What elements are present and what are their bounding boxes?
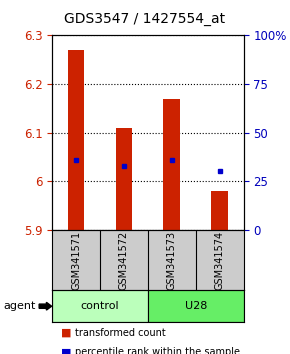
Text: GDS3547 / 1427554_at: GDS3547 / 1427554_at [64, 12, 226, 27]
Text: ■: ■ [61, 347, 71, 354]
Bar [148, 290, 244, 322]
Text: agent: agent [3, 301, 35, 311]
Text: percentile rank within the sample: percentile rank within the sample [75, 347, 240, 354]
Text: U28: U28 [184, 301, 207, 311]
Text: GSM341571: GSM341571 [71, 230, 81, 290]
Text: ■: ■ [61, 328, 71, 338]
Text: GSM341574: GSM341574 [215, 230, 225, 290]
Bar [211, 191, 228, 230]
Bar [68, 50, 84, 230]
Text: transformed count: transformed count [75, 328, 166, 338]
Text: GSM341572: GSM341572 [119, 230, 129, 290]
Bar [116, 128, 132, 230]
Bar [164, 99, 180, 230]
Bar [52, 290, 148, 322]
Text: control: control [81, 301, 119, 311]
Text: GSM341573: GSM341573 [167, 230, 177, 290]
